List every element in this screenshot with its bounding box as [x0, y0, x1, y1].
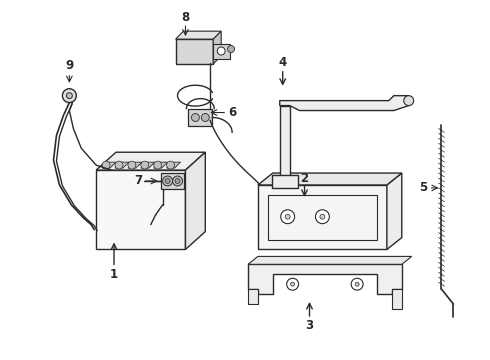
Circle shape	[141, 161, 149, 169]
Polygon shape	[248, 256, 412, 264]
Circle shape	[404, 96, 414, 105]
Polygon shape	[213, 31, 221, 64]
Circle shape	[102, 161, 110, 169]
Circle shape	[281, 210, 294, 224]
Text: 3: 3	[305, 319, 314, 332]
Circle shape	[201, 113, 209, 121]
Circle shape	[228, 46, 235, 53]
Polygon shape	[115, 162, 129, 168]
Circle shape	[192, 113, 199, 121]
Circle shape	[320, 214, 325, 219]
Polygon shape	[175, 39, 213, 64]
Circle shape	[316, 210, 329, 224]
Polygon shape	[213, 44, 230, 59]
Polygon shape	[185, 152, 205, 249]
Polygon shape	[387, 173, 402, 249]
Circle shape	[167, 161, 174, 169]
Text: 8: 8	[181, 11, 190, 24]
Polygon shape	[154, 162, 168, 168]
Polygon shape	[258, 173, 402, 185]
Polygon shape	[161, 173, 184, 189]
Text: 9: 9	[65, 59, 74, 72]
Circle shape	[165, 179, 170, 184]
Circle shape	[115, 161, 123, 169]
Circle shape	[172, 176, 182, 186]
Polygon shape	[392, 289, 402, 309]
Polygon shape	[258, 185, 387, 249]
Circle shape	[355, 282, 359, 286]
Circle shape	[62, 89, 76, 103]
Text: 6: 6	[228, 106, 236, 119]
Polygon shape	[248, 289, 258, 304]
Circle shape	[154, 161, 162, 169]
Circle shape	[287, 278, 298, 290]
Circle shape	[285, 214, 290, 219]
Polygon shape	[128, 162, 142, 168]
Polygon shape	[268, 195, 377, 239]
Circle shape	[66, 93, 73, 99]
Circle shape	[351, 278, 363, 290]
Polygon shape	[141, 162, 155, 168]
Polygon shape	[96, 152, 205, 170]
Polygon shape	[189, 109, 212, 126]
Polygon shape	[280, 96, 409, 111]
Polygon shape	[167, 162, 180, 168]
Circle shape	[217, 47, 225, 55]
Polygon shape	[272, 175, 297, 188]
Polygon shape	[280, 105, 290, 180]
Circle shape	[163, 176, 172, 186]
Polygon shape	[102, 162, 116, 168]
Polygon shape	[96, 170, 185, 249]
Polygon shape	[248, 264, 402, 294]
Circle shape	[128, 161, 136, 169]
Text: 5: 5	[419, 181, 428, 194]
Text: 7: 7	[134, 175, 142, 188]
Text: 4: 4	[279, 57, 287, 69]
Text: 2: 2	[300, 171, 309, 185]
Polygon shape	[175, 31, 221, 39]
Circle shape	[291, 282, 294, 286]
Circle shape	[175, 179, 180, 184]
Text: 1: 1	[110, 268, 118, 281]
